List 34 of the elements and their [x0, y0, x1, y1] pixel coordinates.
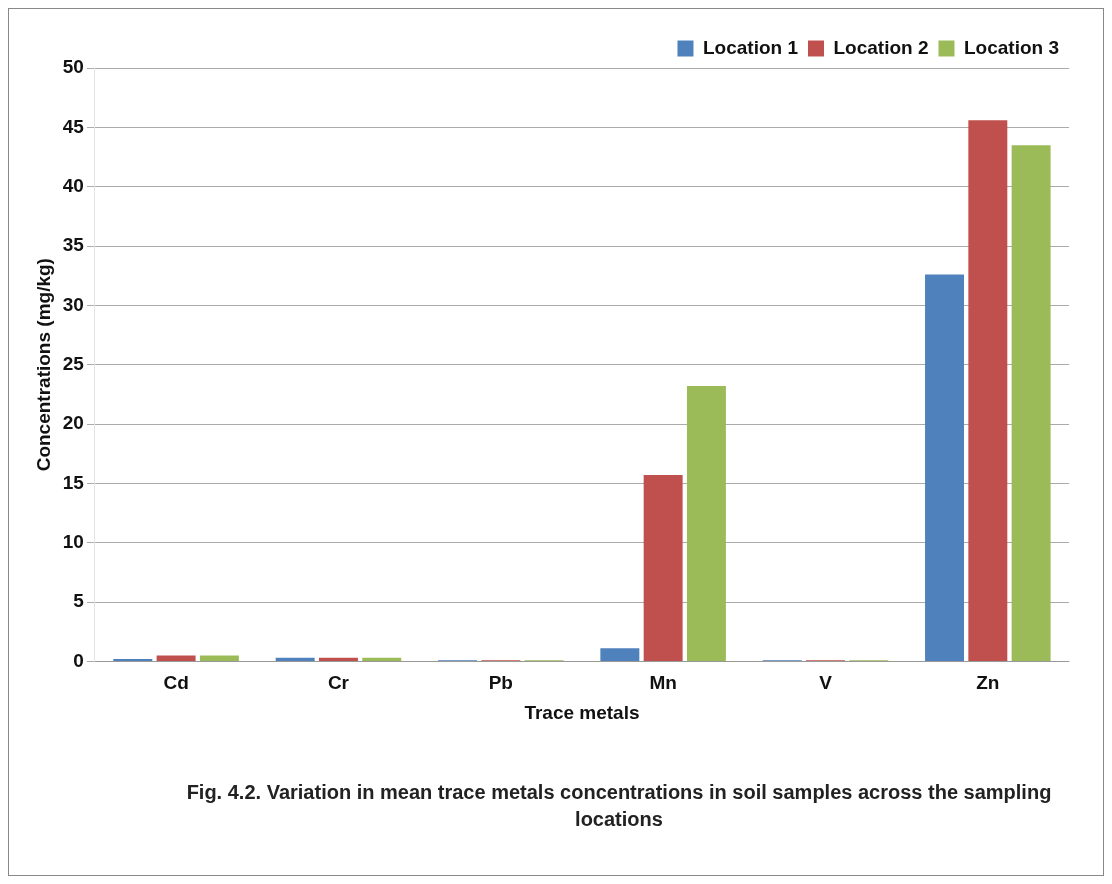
y-tick-label: 15: [62, 471, 85, 493]
bar: [686, 386, 726, 661]
bar: [968, 120, 1008, 661]
x-tick-label: V: [819, 672, 833, 694]
y-tick-label: 50: [62, 56, 84, 78]
y-tick-label: 45: [62, 115, 85, 137]
bar: [275, 657, 315, 661]
bar: [1011, 145, 1051, 661]
y-tick-label: 20: [62, 412, 84, 434]
y-tick-label: 35: [62, 234, 85, 256]
bar: [643, 475, 683, 661]
x-tick-label: Zn: [976, 672, 1000, 694]
legend-label: Location 1: [702, 36, 799, 58]
bar: [600, 648, 640, 661]
y-tick-label: 0: [73, 649, 84, 671]
y-tick-label: 25: [62, 352, 85, 374]
bar: [199, 655, 239, 661]
caption: Fig. 4.2. Variation in mean trace metals concentrations in soil samples across the sampling locations: [185, 780, 1053, 832]
y-tick-label: 5: [73, 590, 85, 612]
x-tick-label: Cr: [327, 672, 350, 694]
x-tick-label: Cd: [163, 672, 189, 694]
x-axis-title: Trace metals: [524, 701, 640, 723]
x-tick-label: Pb: [488, 672, 513, 694]
y-axis-title: Concentrations (mg/kg): [32, 258, 54, 472]
bar: [318, 657, 358, 661]
legend-label: Location 2: [833, 36, 929, 58]
bar: [156, 655, 196, 661]
bar: [925, 274, 965, 661]
y-tick-label: 40: [62, 174, 84, 196]
legend-label: Location 3: [963, 36, 1060, 58]
x-tick-label: Mn: [649, 672, 677, 694]
y-tick-label: 30: [62, 293, 84, 315]
bar: [362, 657, 402, 661]
y-tick-label: 10: [62, 530, 84, 552]
